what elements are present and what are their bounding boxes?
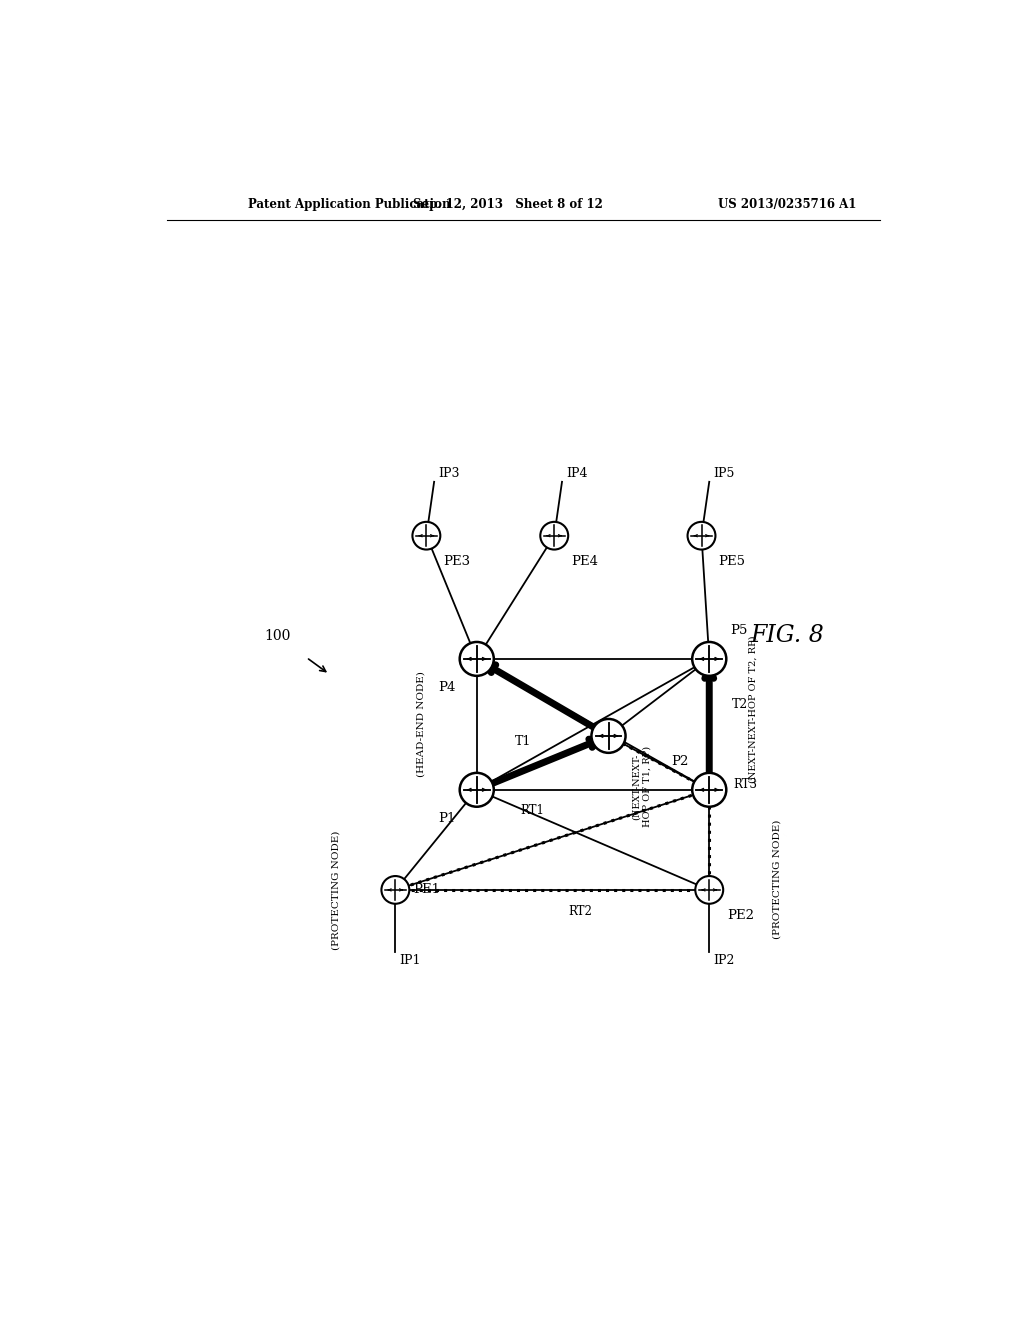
Text: RT1: RT1	[520, 804, 545, 817]
Text: 100: 100	[264, 628, 291, 643]
Text: PE3: PE3	[443, 554, 471, 568]
Text: (HEAD-END NODE): (HEAD-END NODE)	[417, 672, 426, 777]
Text: IP4: IP4	[566, 467, 588, 479]
Ellipse shape	[413, 521, 440, 549]
Text: (NEXT-NEXT-
HOP OF T1, RP): (NEXT-NEXT- HOP OF T1, RP)	[632, 746, 651, 828]
Text: IP1: IP1	[399, 953, 421, 966]
Ellipse shape	[695, 876, 723, 904]
Text: IP3: IP3	[438, 467, 460, 479]
Ellipse shape	[692, 642, 726, 676]
Text: RT2: RT2	[568, 906, 592, 919]
Text: FIG. 8: FIG. 8	[750, 624, 823, 647]
Text: Patent Application Publication: Patent Application Publication	[248, 198, 451, 211]
Ellipse shape	[592, 719, 626, 752]
Text: PE2: PE2	[727, 909, 754, 921]
Ellipse shape	[460, 642, 494, 676]
Ellipse shape	[541, 521, 568, 549]
Ellipse shape	[381, 876, 410, 904]
Text: (PROTECTING NODE): (PROTECTING NODE)	[332, 830, 340, 949]
Text: PE1: PE1	[414, 883, 440, 896]
Text: P2: P2	[671, 755, 688, 768]
Text: PE4: PE4	[571, 554, 598, 568]
Text: T1: T1	[515, 735, 531, 747]
Text: P4: P4	[438, 681, 456, 694]
Text: IP5: IP5	[714, 467, 734, 479]
Text: US 2013/0235716 A1: US 2013/0235716 A1	[718, 198, 856, 211]
Text: PE5: PE5	[719, 554, 745, 568]
Text: P5: P5	[730, 624, 748, 636]
Text: IP2: IP2	[714, 953, 734, 966]
Text: Sep. 12, 2013   Sheet 8 of 12: Sep. 12, 2013 Sheet 8 of 12	[413, 198, 603, 211]
Text: P1: P1	[438, 812, 456, 825]
Ellipse shape	[687, 521, 716, 549]
Text: (PROTECTING NODE): (PROTECTING NODE)	[772, 820, 781, 940]
Text: RT3: RT3	[733, 777, 757, 791]
Ellipse shape	[460, 774, 494, 807]
Text: T2: T2	[731, 697, 748, 710]
Ellipse shape	[692, 774, 726, 807]
Text: (NEXT-NEXT-HOP OF T2, RP): (NEXT-NEXT-HOP OF T2, RP)	[749, 635, 758, 783]
